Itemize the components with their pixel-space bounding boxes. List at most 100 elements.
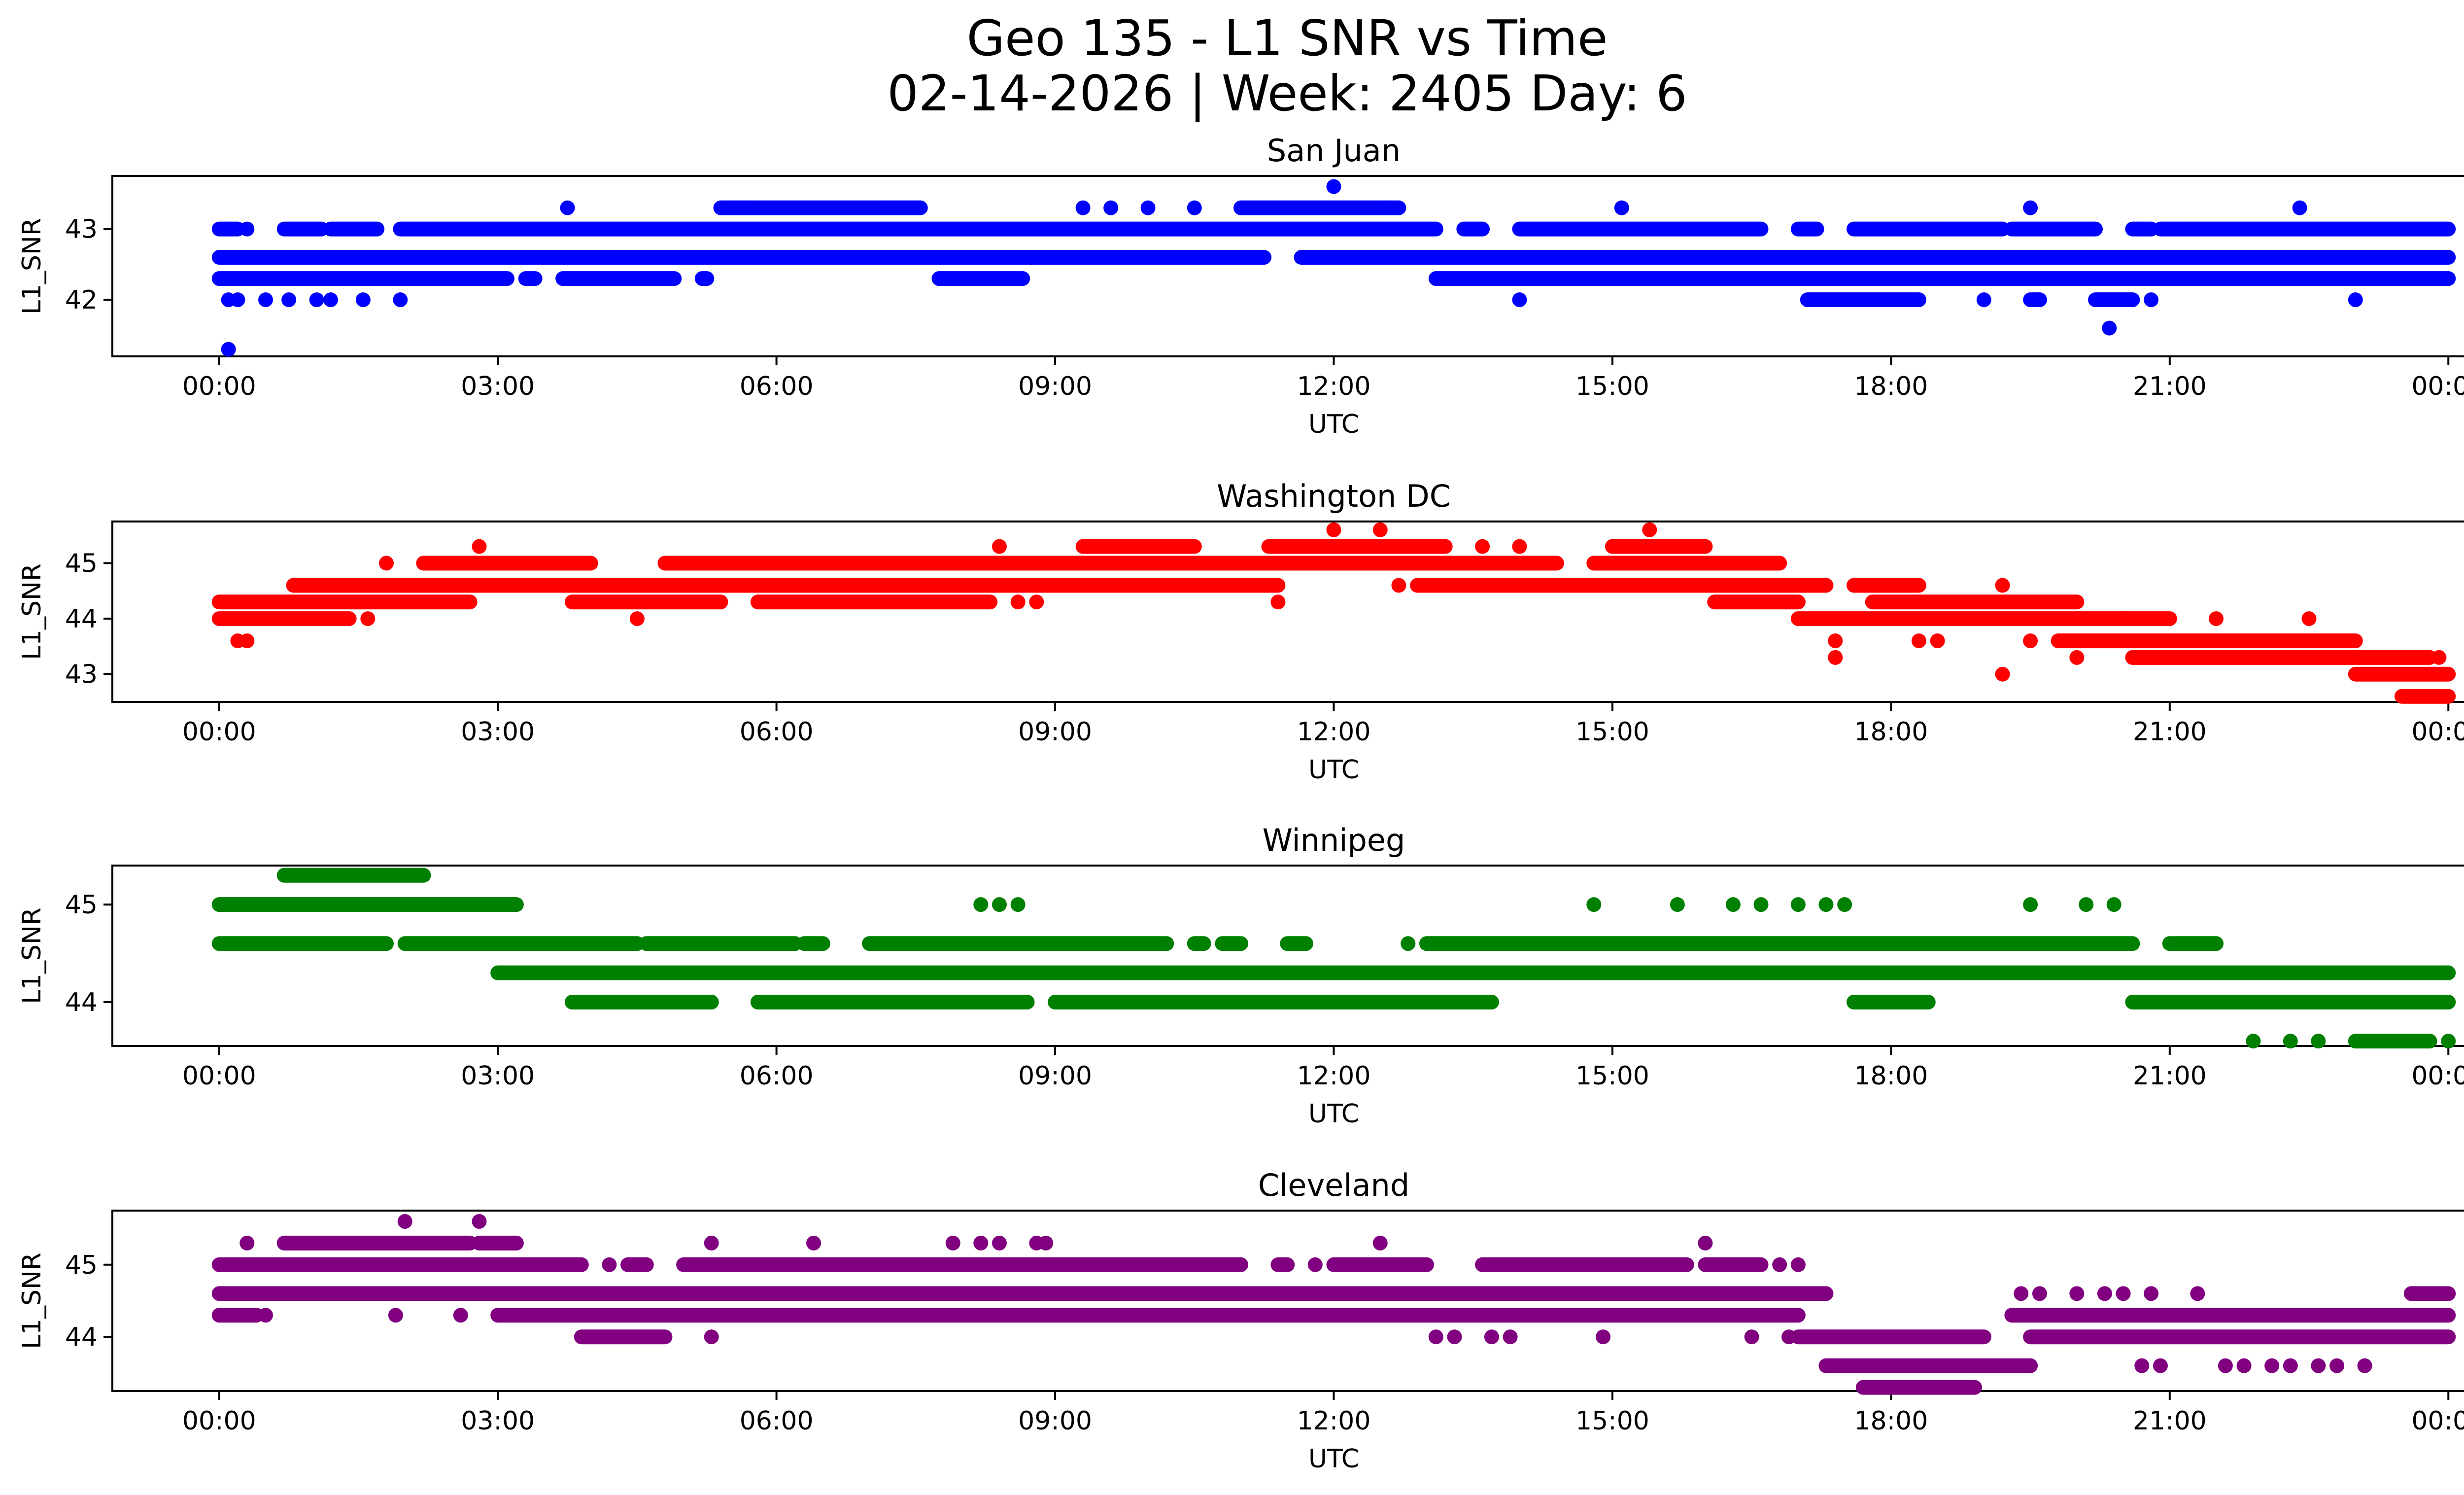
scatter-point	[1586, 897, 1602, 912]
scatter-point	[2069, 650, 2085, 665]
scatter-point-run	[1294, 250, 2456, 265]
scatter-point-run	[211, 611, 357, 626]
y-axis-label: L1_SNR	[17, 563, 47, 660]
x-axis-label: UTC	[1308, 755, 1359, 785]
scatter-point-run	[1707, 594, 1806, 610]
scatter-band-band-42-6	[211, 250, 2456, 265]
subplot-title: San Juan	[1267, 133, 1401, 169]
scatter-point-run	[1215, 936, 1249, 951]
scatter-point-run	[2162, 936, 2224, 951]
x-tick-label: 18:00	[1854, 372, 1928, 401]
scatter-point-run	[564, 594, 728, 610]
subplot-title: Washington DC	[1217, 478, 1451, 514]
scatter-point	[992, 1235, 1007, 1251]
scatter-point-run	[1419, 936, 2140, 951]
scatter-point	[1010, 897, 1026, 912]
scatter-point-run	[1456, 221, 1490, 237]
scatter-point-run	[2403, 1286, 2456, 1301]
y-tick-label: 45	[65, 890, 98, 920]
x-tick-label: 06:00	[740, 1061, 814, 1091]
scatter-point	[1140, 200, 1156, 215]
x-tick-label: 12:00	[1297, 717, 1371, 747]
subplot-washington-dc: Washington DC 00:00 03:00 06:00 09:00 12:00 15…	[17, 478, 2464, 785]
scatter-point	[388, 1308, 403, 1323]
scatter-point	[1475, 539, 1490, 554]
scatter-point-run	[694, 271, 715, 286]
scatter-point-run	[1790, 611, 2131, 626]
x-axis-label: UTC	[1308, 410, 1359, 439]
x-tick-label: 15:00	[1575, 1061, 1649, 1091]
scatter-series	[211, 179, 2456, 357]
scatter-point	[2283, 1358, 2298, 1373]
y-tick-label: 44	[65, 988, 98, 1017]
scatter-point	[2097, 1286, 2112, 1301]
scatter-point	[230, 292, 245, 308]
x-tick-label: 15:00	[1575, 372, 1649, 401]
scatter-band-band-42-6	[2395, 689, 2456, 704]
scatter-point	[1307, 1257, 1323, 1272]
scatter-point-run	[211, 221, 245, 237]
scatter-point	[973, 897, 989, 912]
x-tick-label: 00:00	[182, 372, 256, 401]
scatter-point	[2134, 1358, 2150, 1373]
scatter-point	[1698, 1235, 1713, 1251]
scatter-point	[355, 292, 371, 308]
scatter-point	[2357, 1358, 2372, 1373]
scatter-band-band-44-3	[211, 594, 2085, 610]
scatter-point	[240, 633, 255, 649]
scatter-point	[2079, 897, 2094, 912]
y-tick-label: 45	[65, 549, 98, 578]
scatter-point-run	[1846, 994, 1936, 1009]
scatter-point-run	[1428, 271, 2456, 286]
scatter-point-run	[1855, 1380, 1983, 1395]
scatter-band-band-42-3	[211, 271, 2456, 286]
scatter-point	[1512, 539, 1527, 554]
y-axis-label: L1_SNR	[17, 907, 47, 1004]
x-tick-label: 00:00	[182, 1061, 256, 1091]
scatter-point-run	[2348, 1034, 2437, 1049]
scatter-point-run	[931, 271, 1030, 286]
scatter-point	[2311, 1034, 2326, 1049]
x-tick-label: 00:00	[2411, 372, 2464, 401]
scatter-point	[453, 1308, 468, 1323]
y-tick-label: 43	[65, 660, 98, 690]
x-tick-label: 06:00	[740, 372, 814, 401]
scatter-point	[1790, 897, 1806, 912]
scatter-point	[1103, 200, 1119, 215]
scatter-point	[1391, 578, 1406, 593]
scatter-point-run	[1512, 221, 1769, 237]
scatter-point	[1744, 1329, 1759, 1345]
y-tick-label: 44	[65, 1322, 98, 1352]
scatter-point	[2069, 1286, 2085, 1301]
scatter-point	[945, 1235, 960, 1251]
scatter-point	[2283, 1034, 2298, 1049]
scatter-point	[397, 1214, 412, 1229]
scatter-point-run	[211, 594, 478, 610]
x-tick-label: 09:00	[1018, 372, 1092, 401]
scatter-point-run	[797, 936, 830, 951]
scatter-point-run	[472, 1235, 524, 1251]
scatter-point-run	[2125, 994, 2456, 1009]
scatter-point-run	[564, 994, 719, 1009]
scatter-point-run	[286, 578, 1286, 593]
scatter-point-run	[1818, 1358, 2038, 1373]
y-tick-label: 42	[65, 285, 98, 315]
scatter-point	[1911, 633, 1926, 649]
scatter-band-band-45-3	[1075, 539, 1713, 554]
scatter-point-run	[2125, 650, 2437, 665]
scatter-series	[211, 522, 2456, 704]
x-tick-label: 03:00	[461, 372, 535, 401]
y-tick-label: 44	[65, 604, 98, 634]
scatter-band-band-43-0	[211, 221, 2456, 237]
x-tick-label: 21:00	[2133, 1406, 2207, 1436]
figure-title-line2: 02-14-2026 | Week: 2405 Day: 6	[887, 65, 1687, 122]
scatter-point	[2032, 1286, 2047, 1301]
scatter-point-run	[862, 936, 1174, 951]
x-tick-label: 06:00	[740, 717, 814, 747]
scatter-point-run	[555, 271, 682, 286]
scatter-point	[1995, 666, 2010, 682]
scatter-point	[1029, 594, 1044, 610]
scatter-point-run	[397, 936, 645, 951]
scatter-point-run	[713, 200, 928, 215]
x-tick-label: 00:00	[2411, 717, 2464, 747]
